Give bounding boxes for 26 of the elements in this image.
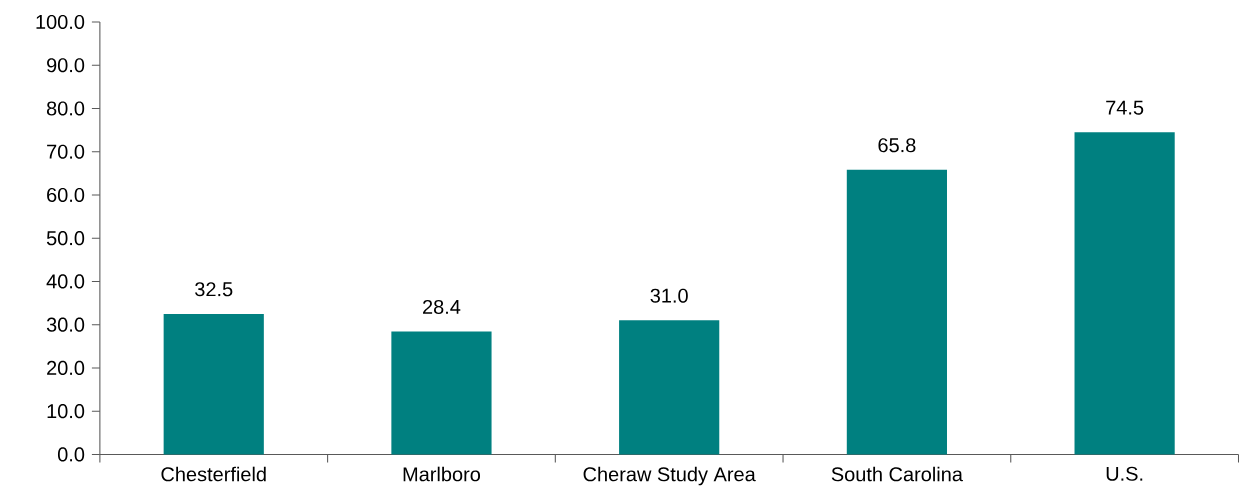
x-tick-label: Marlboro	[403, 466, 481, 482]
y-tick-label: 20.0	[47, 360, 85, 375]
bar	[619, 320, 720, 455]
bar	[163, 313, 264, 455]
x-tick-label: Chesterfield	[161, 466, 266, 482]
data-label: 28.4	[423, 299, 461, 314]
y-tick-label: 60.0	[47, 187, 85, 202]
y-tick-label: 50.0	[46, 230, 85, 246]
x-tick-label: U.S.	[1106, 466, 1143, 481]
y-tick-label: 10.0	[47, 403, 85, 419]
y-tick-label: 90.0	[47, 57, 85, 73]
x-tick-label: Cheraw Study Area	[583, 466, 756, 486]
y-tick-label: 80.0	[46, 101, 85, 116]
y-tick-label: 30.0	[46, 317, 85, 332]
y-tick-label: 100.0	[36, 14, 85, 29]
data-label: 32.5	[195, 281, 233, 297]
data-label: 74.5	[1106, 100, 1144, 115]
bar	[846, 169, 947, 455]
data-label: 31.0	[650, 288, 688, 303]
bar	[1074, 132, 1175, 455]
y-tick-label: 40.0	[46, 274, 85, 289]
x-tick-label: South Carolina	[831, 466, 963, 482]
y-tick-label: 0.0	[57, 447, 85, 462]
bar	[391, 331, 492, 455]
data-label: 65.8	[878, 137, 916, 153]
y-tick-label: 70.0	[47, 144, 85, 159]
